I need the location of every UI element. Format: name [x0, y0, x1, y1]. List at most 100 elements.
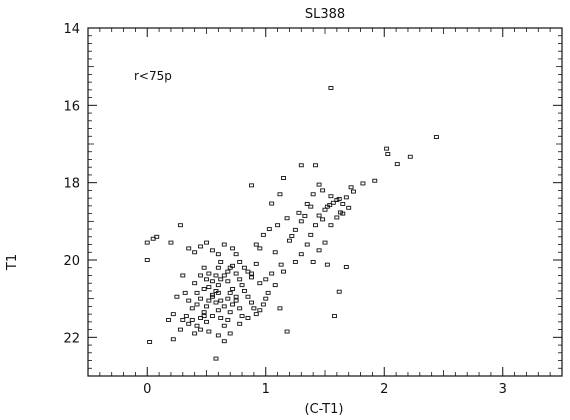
data-point: [221, 273, 227, 278]
data-point: [253, 242, 259, 247]
data-point: [241, 265, 247, 270]
data-point: [284, 329, 290, 334]
data-point: [218, 277, 224, 282]
data-point: [328, 85, 334, 90]
data-point: [260, 302, 266, 307]
data-point: [322, 207, 328, 212]
data-point: [385, 152, 391, 157]
data-point: [213, 273, 219, 278]
data-point: [245, 316, 251, 320]
data-point: [277, 306, 283, 311]
data-point: [289, 234, 295, 238]
data-point: [272, 283, 278, 288]
data-point: [322, 240, 328, 245]
subset-annotation: r<75p: [134, 69, 172, 83]
data-point: [257, 246, 263, 251]
data-point: [183, 314, 189, 319]
data-point: [201, 287, 207, 291]
data-point: [308, 204, 314, 209]
y-tick-label: 16: [63, 99, 80, 114]
data-point: [433, 135, 439, 139]
data-point: [296, 210, 302, 215]
data-point: [218, 259, 224, 264]
y-axis-title: T1: [5, 254, 20, 271]
data-point: [407, 154, 413, 159]
data-point: [313, 223, 318, 228]
data-point: [253, 261, 259, 266]
data-point: [316, 213, 322, 218]
data-point: [204, 304, 209, 309]
data-point: [343, 265, 349, 269]
data-point: [206, 271, 212, 276]
data-point: [192, 250, 198, 255]
data-point: [198, 273, 204, 278]
data-point: [263, 296, 269, 301]
data-point: [278, 262, 284, 267]
data-point: [272, 250, 278, 255]
data-point: [206, 298, 212, 303]
y-tick-label: 20: [63, 254, 80, 269]
data-point: [257, 281, 263, 286]
x-tick-label: 1: [262, 382, 270, 397]
data-point: [316, 248, 322, 253]
data-point: [209, 292, 215, 297]
x-tick-label: 2: [380, 382, 388, 397]
data-point: [204, 277, 209, 282]
data-point: [269, 271, 275, 276]
data-point: [174, 294, 180, 299]
data-point: [194, 290, 200, 295]
data-point: [310, 192, 316, 197]
data-point: [144, 240, 150, 245]
data-point: [241, 288, 247, 293]
data-point: [192, 331, 198, 336]
data-point: [218, 298, 224, 303]
data-point: [233, 271, 239, 276]
data-point: [206, 285, 212, 290]
data-point: [186, 298, 192, 303]
data-point: [260, 232, 266, 237]
data-point: [346, 205, 352, 210]
data-point: [209, 248, 215, 253]
data-point: [257, 308, 263, 313]
data-point: [340, 201, 346, 206]
data-point: [249, 275, 254, 280]
data-point: [330, 200, 336, 205]
data-point: [204, 319, 209, 324]
data-point: [192, 281, 198, 286]
data-point: [209, 279, 215, 284]
data-point: [209, 314, 215, 319]
data-point: [215, 333, 221, 338]
data-point: [281, 269, 286, 274]
data-point: [253, 312, 259, 317]
data-point: [340, 211, 346, 216]
data-point: [221, 242, 227, 247]
data-point: [265, 290, 271, 295]
data-point: [249, 300, 254, 305]
data-point: [227, 310, 233, 315]
data-point: [249, 183, 254, 188]
data-point: [298, 219, 304, 224]
data-point: [233, 294, 239, 299]
data-point: [298, 252, 304, 257]
data-point: [230, 246, 236, 251]
data-point: [189, 317, 195, 322]
data-point: [287, 238, 292, 243]
data-point: [189, 306, 195, 311]
data-point: [304, 201, 310, 206]
y-tick-label: 18: [63, 177, 80, 192]
data-point: [384, 146, 390, 151]
data-point: [328, 223, 334, 228]
data-point: [194, 302, 200, 307]
data-point: [177, 223, 183, 228]
data-point: [284, 216, 290, 221]
data-point: [360, 181, 366, 186]
data-point: [170, 337, 176, 342]
data-point: [308, 232, 314, 237]
data-point: [215, 252, 221, 257]
data-point: [249, 271, 254, 276]
data-point: [198, 327, 204, 332]
data-point: [186, 246, 192, 251]
data-point: [281, 176, 286, 180]
data-point: [275, 223, 281, 228]
